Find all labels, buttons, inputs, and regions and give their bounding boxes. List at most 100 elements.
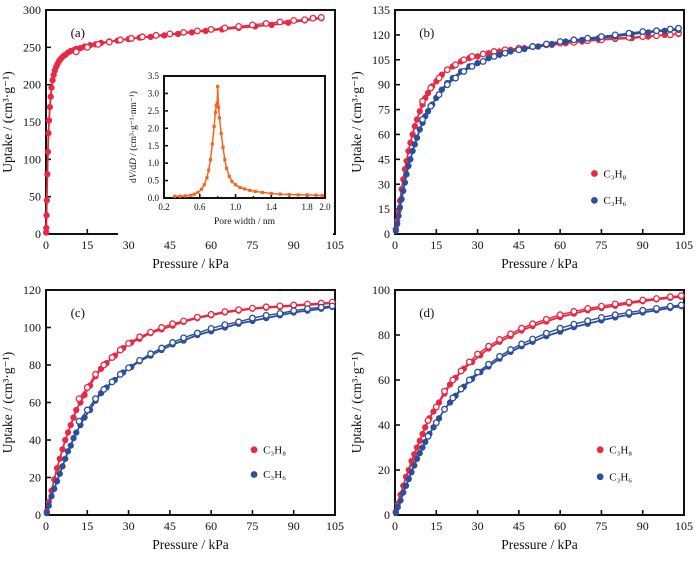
data-marker <box>83 406 91 414</box>
data-marker <box>196 190 200 195</box>
x-tick-label: 45 <box>164 519 176 533</box>
data-marker <box>570 307 578 315</box>
data-marker <box>496 336 504 343</box>
x-tick-label: 105 <box>675 519 693 533</box>
data-marker <box>416 108 423 115</box>
data-marker <box>136 356 144 364</box>
data-marker <box>116 346 124 354</box>
data-marker <box>248 304 256 312</box>
plot-frame <box>394 9 685 235</box>
data-marker <box>666 25 674 33</box>
data-marker <box>116 36 124 44</box>
data-marker <box>207 25 215 33</box>
data-marker <box>221 321 229 329</box>
chart-svg-c: 0 15 30 45 60 75 90 105 0 20 40 60 80 100 120 (c) Pressu… <box>0 283 344 552</box>
data-marker <box>92 395 99 403</box>
data-marker <box>62 436 69 444</box>
y-tick-label: 80 <box>29 358 41 372</box>
data-marker <box>45 130 52 137</box>
data-marker <box>518 340 526 348</box>
data-marker <box>262 303 270 311</box>
y-tick-label: 60 <box>378 128 390 142</box>
data-marker <box>242 187 247 191</box>
y-tick-label: 15 <box>378 202 390 216</box>
x-tick-label: 0.6 <box>194 202 206 212</box>
data-marker <box>53 464 61 472</box>
legend-marker <box>250 446 258 454</box>
data-marker <box>238 185 242 190</box>
data-marker <box>416 126 423 133</box>
data-marker <box>317 303 325 311</box>
data-marker <box>432 403 440 411</box>
data-marker <box>597 314 605 321</box>
data-marker <box>276 302 284 310</box>
data-marker <box>72 48 80 56</box>
data-marker <box>556 311 564 319</box>
data-marker <box>125 364 133 372</box>
x-tick-label: 30 <box>472 519 484 533</box>
data-marker <box>422 438 429 446</box>
data-marker <box>441 405 448 413</box>
data-marker <box>666 31 674 39</box>
x-tick-label: 105 <box>326 519 344 533</box>
x-tick-label: 30 <box>123 519 135 533</box>
data-marker <box>62 455 69 462</box>
y-tick-label: 135 <box>372 3 390 17</box>
data-marker <box>43 224 50 232</box>
data-marker <box>207 324 215 332</box>
data-marker <box>413 455 421 462</box>
data-marker <box>192 192 197 196</box>
data-marker <box>75 417 83 425</box>
legend-label: C₃H₈ <box>603 168 626 180</box>
data-marker <box>441 387 448 395</box>
data-marker <box>100 385 108 393</box>
data-marker <box>108 354 116 361</box>
data-marker <box>468 53 476 60</box>
data-marker <box>56 455 63 462</box>
data-marker <box>507 330 515 338</box>
x-tick-label: 90 <box>637 519 649 533</box>
data-marker <box>290 301 298 309</box>
data-marker <box>485 360 493 368</box>
x-tick-label: 75 <box>246 238 258 252</box>
data-marker <box>666 302 674 310</box>
data-marker <box>221 308 229 316</box>
x-tick-label: 90 <box>637 238 649 252</box>
data-marker <box>235 306 243 314</box>
data-marker <box>424 432 432 440</box>
data-marker <box>435 91 443 99</box>
y-tick-label: 45 <box>378 152 390 166</box>
chart-svg-d: 0 15 30 45 60 75 90 105 0 20 40 60 80 100 (d) Pressure … <box>349 283 693 552</box>
y-tick-label: 30 <box>378 177 390 191</box>
x-tick-label: 45 <box>164 238 176 252</box>
data-marker <box>64 448 72 455</box>
y-tick-label: 0 <box>35 227 41 241</box>
data-marker <box>207 310 215 318</box>
data-marker <box>56 470 63 477</box>
legend-label: C₃H₈ <box>263 444 286 456</box>
x-tick-label: 60 <box>554 238 566 252</box>
data-marker <box>401 179 409 186</box>
data-marker <box>542 329 550 337</box>
data-marker <box>407 156 414 163</box>
y-tick-label: 2.5 <box>148 106 160 116</box>
data-marker <box>59 463 66 470</box>
x-tick-label: 15 <box>430 238 442 252</box>
data-marker <box>290 307 298 315</box>
data-marker <box>138 33 146 41</box>
data-marker <box>449 376 457 384</box>
data-marker <box>210 142 214 146</box>
y-tick-label: 40 <box>29 433 41 447</box>
data-marker <box>59 446 66 453</box>
data-marker <box>199 187 204 191</box>
data-marker <box>235 22 243 30</box>
data-marker <box>309 14 317 22</box>
data-marker <box>169 320 177 328</box>
x-tick-label: 90 <box>288 238 300 252</box>
data-marker <box>125 339 133 347</box>
data-marker <box>193 313 201 321</box>
legend-marker <box>596 446 604 454</box>
data-marker <box>301 16 309 24</box>
data-marker <box>639 28 647 36</box>
